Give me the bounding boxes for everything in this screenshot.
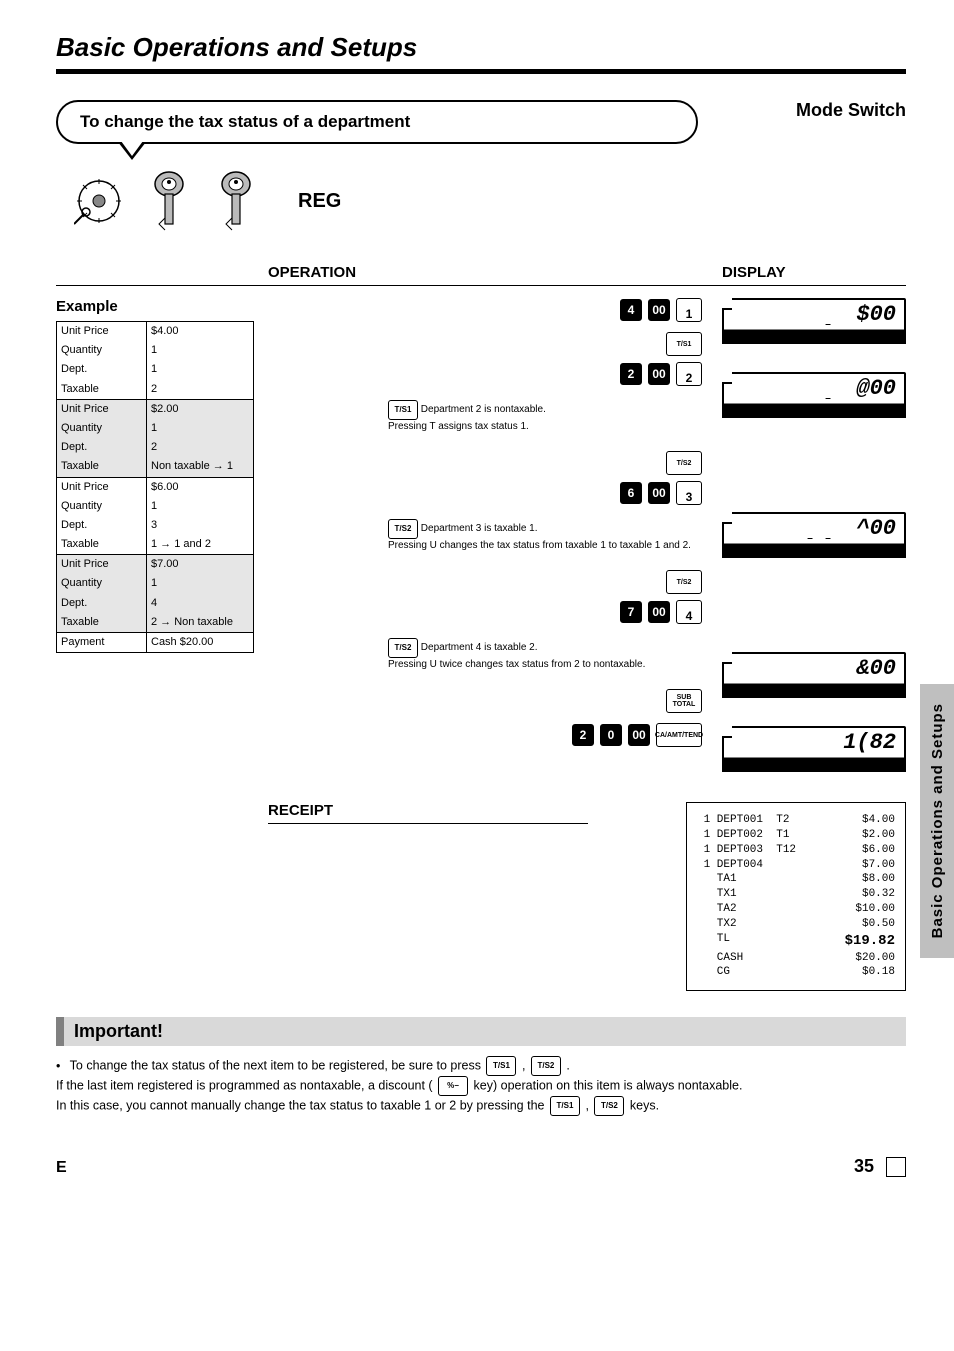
important-heading: Important! <box>56 1017 906 1046</box>
table-row: Taxable1 → 1 and 2 <box>57 535 253 554</box>
key-icon-2 <box>214 170 258 232</box>
ts2-key-inline: T/S2 <box>388 638 418 658</box>
table-row: Quantity1 <box>57 419 253 438</box>
display-heading: DISPLAY <box>722 264 906 281</box>
ca-amt-tend-key[interactable]: CA/AMT/TEND <box>656 723 702 747</box>
table-row: Quantity1 <box>57 574 253 593</box>
lcd-3: ^00 –– <box>722 512 906 558</box>
example-label: Example <box>56 298 254 315</box>
example-data-table: Unit Price$4.00Quantity1Dept.1Taxable2Un… <box>56 321 254 653</box>
mode-switch-label: Mode Switch <box>726 100 906 121</box>
page-footer: E 35 <box>56 1156 906 1177</box>
subtotal-key[interactable]: SUBTOTAL <box>666 689 702 713</box>
receipt-row: TL $19.82 <box>697 932 895 951</box>
key-00[interactable]: 00 <box>648 299 670 321</box>
receipt-row: 1 DEPT003 T12$6.00 <box>697 843 895 858</box>
key-6[interactable]: 6 <box>620 482 642 504</box>
ts2-key[interactable]: T/S2 <box>666 451 702 475</box>
instruction-bubble: To change the tax status of a department <box>56 100 698 144</box>
receipt-row: CASH $20.00 <box>697 951 895 966</box>
lcd-5: 1(82 <box>722 726 906 772</box>
receipt-row: TA2 $10.00 <box>697 902 895 917</box>
operation-column: 4 00 1 T/S1 2 00 2 T/S1 Department 2 is … <box>268 298 708 747</box>
table-row: Dept.4 <box>57 594 253 613</box>
table-row: Dept.3 <box>57 516 253 535</box>
reg-label: REG <box>298 190 341 213</box>
dial-icon <box>74 176 124 226</box>
key-7[interactable]: 7 <box>620 601 642 623</box>
key-00[interactable]: 00 <box>648 363 670 385</box>
ts1-key-inline: T/S1 <box>486 1056 516 1076</box>
table-row: Unit Price$2.00 <box>57 400 253 419</box>
lcd-4: &00 <box>722 652 906 698</box>
receipt-row: CG $0.18 <box>697 965 895 980</box>
table-row: Unit Price$6.00 <box>57 478 253 497</box>
pct-minus-key-inline: %− <box>438 1076 468 1096</box>
table-row: Unit Price$7.00 <box>57 555 253 574</box>
lcd-1: $00 – <box>722 298 906 344</box>
ts1-key[interactable]: T/S1 <box>666 332 702 356</box>
receipt-row: TX2 $0.50 <box>697 917 895 932</box>
table-row: Quantity1 <box>57 341 253 360</box>
table-row: Dept.2 <box>57 438 253 457</box>
mode-dial-illustration <box>56 162 276 240</box>
receipt-row: TX1 $0.32 <box>697 887 895 902</box>
key-00[interactable]: 00 <box>628 724 650 746</box>
table-row: TaxableNon taxable → 1 <box>57 457 253 476</box>
lcd-2: @00 – <box>722 372 906 418</box>
ts1-key-inline: T/S1 <box>550 1096 580 1116</box>
table-row: Taxable2 → Non taxable <box>57 613 253 632</box>
key-00[interactable]: 00 <box>648 601 670 623</box>
operation-note-2: T/S2 Department 3 is taxable 1. Pressing… <box>268 519 702 552</box>
table-row: Quantity1 <box>57 497 253 516</box>
receipt-row: 1 DEPT001 T2$4.00 <box>697 813 895 828</box>
operation-heading: OPERATION <box>268 264 708 281</box>
key-2[interactable]: 2 <box>620 363 642 385</box>
ts1-key-inline: T/S1 <box>388 400 418 420</box>
key-00[interactable]: 00 <box>648 482 670 504</box>
receipt-row: 1 DEPT004 $7.00 <box>697 858 895 873</box>
receipt-heading: RECEIPT <box>268 802 648 819</box>
page-number: 35 <box>854 1156 874 1177</box>
key-4[interactable]: 4 <box>620 299 642 321</box>
page-title: Basic Operations and Setups <box>56 32 906 63</box>
receipt-underline <box>268 823 588 824</box>
key-0[interactable]: 0 <box>600 724 622 746</box>
top-rule <box>56 69 906 74</box>
page-box-icon <box>886 1157 906 1177</box>
ts2-key-inline: T/S2 <box>594 1096 624 1116</box>
ts2-key-inline: T/S2 <box>531 1056 561 1076</box>
bubble-tail-icon <box>118 142 146 160</box>
dept-key-3[interactable]: 3 <box>676 481 702 505</box>
side-tab: Basic Operations and Setups <box>920 684 954 958</box>
dept-key-2[interactable]: 2 <box>676 362 702 386</box>
bubble-text: To change the tax status of a department <box>80 112 410 132</box>
key-icon <box>147 170 191 232</box>
table-row: Dept.1 <box>57 360 253 379</box>
dept-key-4[interactable]: 4 <box>676 600 702 624</box>
table-row: PaymentCash $20.00 <box>57 633 253 652</box>
table-row: Taxable2 <box>57 380 253 399</box>
heading-underline <box>56 285 906 286</box>
key-2[interactable]: 2 <box>572 724 594 746</box>
operation-note-3: T/S2 Department 4 is taxable 2. Pressing… <box>268 638 702 671</box>
important-body: To change the tax status of the next ite… <box>56 1056 906 1116</box>
receipt-row: TA1 $8.00 <box>697 872 895 887</box>
table-row: Unit Price$4.00 <box>57 322 253 341</box>
operation-note-1: T/S1 Department 2 is nontaxable. Pressin… <box>268 400 702 433</box>
side-tab-label: Basic Operations and Setups <box>929 703 946 938</box>
receipt-row: 1 DEPT002 T1$2.00 <box>697 828 895 843</box>
receipt: 1 DEPT001 T2$4.00 1 DEPT002 T1$2.00 1 DE… <box>686 802 906 991</box>
ts2-key[interactable]: T/S2 <box>666 570 702 594</box>
display-column: $00 – @00 – ^00 –– &00 1(82 <box>722 298 906 772</box>
dept-key-1[interactable]: 1 <box>676 298 702 322</box>
ts2-key-inline: T/S2 <box>388 519 418 539</box>
footer-left: E <box>56 1159 67 1177</box>
